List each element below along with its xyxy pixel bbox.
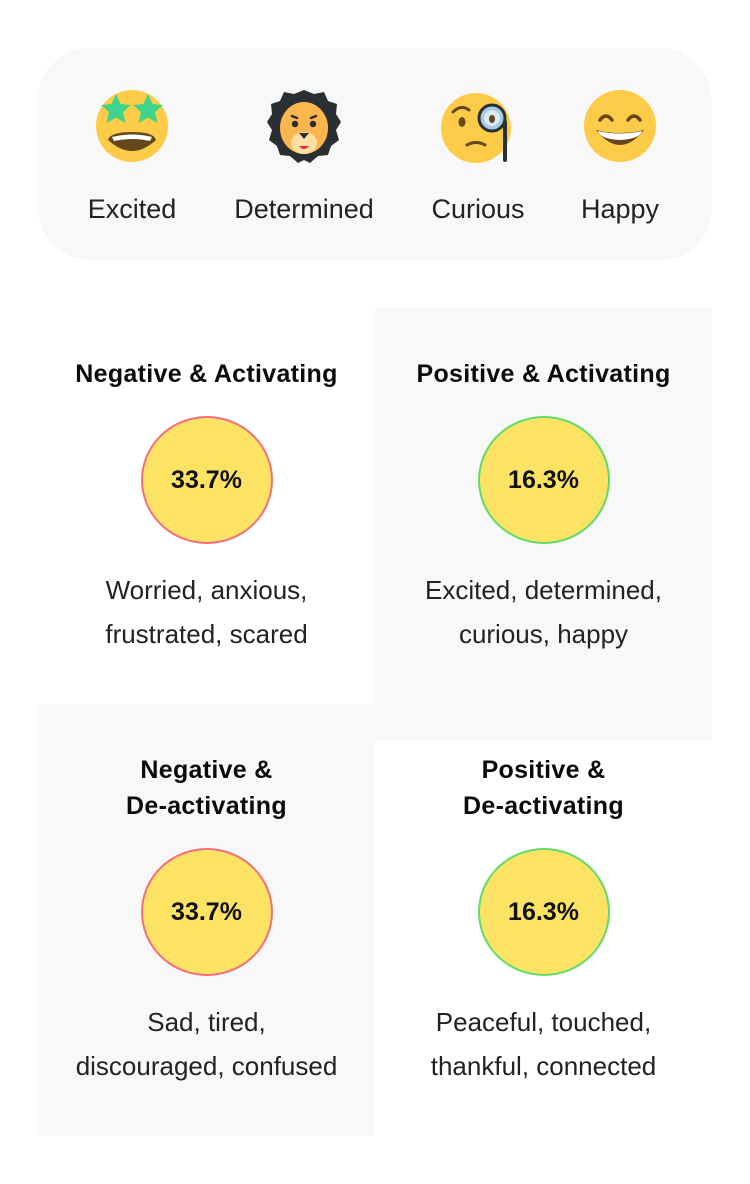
description-line: Peaceful, touched, (435, 1007, 652, 1037)
quadrant-title: Negative & Activating (38, 356, 375, 392)
percentage-value: 33.7% (171, 465, 242, 494)
percentage-value: 33.7% (171, 897, 242, 926)
emotion-happy: Happy (540, 88, 700, 225)
quadrant-description: Sad, tired, discouraged, confused (38, 1000, 375, 1088)
percentage-circle: 16.3% (477, 416, 610, 544)
quadrant-negative-deactivating: Negative & De-activating 33.7% Sad, tire… (38, 704, 375, 1136)
emotion-label: Happy (580, 194, 660, 224)
quadrant-positive-deactivating: Positive & De-activating 16.3% Peaceful,… (375, 704, 712, 1136)
quadrant-positive-activating: Positive & Activating 16.3% Excited, det… (375, 308, 712, 740)
description-line: curious, happy (458, 619, 629, 649)
emotion-label: Determined (234, 194, 374, 224)
quadrant-description: Peaceful, touched, thankful, connected (375, 1000, 712, 1088)
description-line: Excited, determined, (424, 575, 662, 605)
emotion-label: Curious (431, 194, 525, 224)
percentage-value: 16.3% (508, 897, 579, 926)
lion-icon (267, 90, 341, 163)
quadrant-negative-activating: Negative & Activating 33.7% Worried, anx… (38, 308, 375, 740)
star-struck-icon (96, 90, 168, 162)
description-line: Worried, anxious, (105, 575, 308, 605)
description-line: Sad, tired, (147, 1007, 266, 1037)
face-with-monocle-icon (441, 93, 511, 163)
quadrant-title: Positive & De-activating (375, 752, 712, 824)
description-line: discouraged, confused (75, 1051, 338, 1081)
emotion-label: Excited (87, 194, 177, 224)
quadrant-title: Positive & Activating (375, 356, 712, 392)
quadrant-description: Worried, anxious, frustrated, scared (38, 568, 375, 656)
percentage-circle: 33.7% (140, 416, 273, 544)
quadrant-title-line: Negative & Activating (75, 360, 338, 388)
percentage-circle: 33.7% (140, 848, 273, 976)
emotion-determined: Determined (224, 88, 384, 225)
quadrant-title: Negative & De-activating (38, 752, 375, 824)
emotion-excited: Excited (52, 88, 212, 225)
percentage-circle: 16.3% (477, 848, 610, 976)
emotion-curious: Curious (398, 88, 558, 225)
emotion-legend-card: Excited Determined Curious (38, 48, 712, 260)
quadrant-title-line: Negative & (140, 756, 273, 784)
quadrant-title-line: De-activating (463, 792, 624, 820)
quadrant-description: Excited, determined, curious, happy (375, 568, 712, 656)
description-line: thankful, connected (430, 1051, 657, 1081)
quadrant-title-line: Positive & (481, 756, 606, 784)
description-line: frustrated, scared (105, 619, 308, 649)
grinning-face-icon (584, 90, 656, 162)
percentage-value: 16.3% (508, 465, 579, 494)
quadrant-title-line: Positive & Activating (416, 360, 671, 388)
quadrant-title-line: De-activating (126, 792, 287, 820)
